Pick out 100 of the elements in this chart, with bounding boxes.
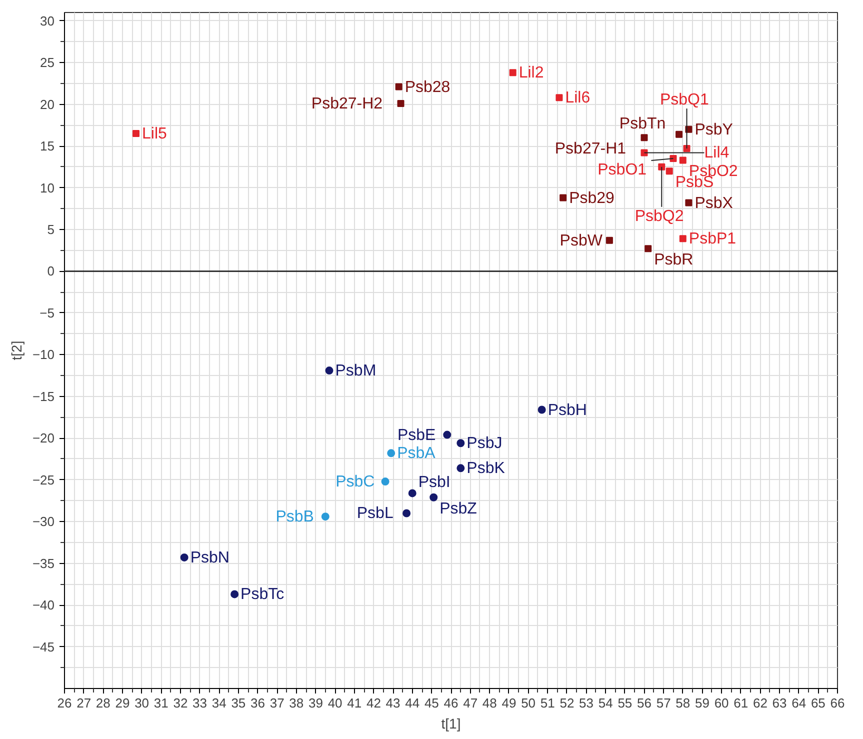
x-tick-label: 65 <box>810 696 826 710</box>
x-tick-label: 63 <box>772 696 787 710</box>
x-tick-label: 27 <box>76 696 92 710</box>
point <box>381 478 390 486</box>
x-tick-label: 59 <box>694 696 710 710</box>
point <box>230 590 239 598</box>
x-tick-label: 46 <box>444 696 458 710</box>
y-tick-label: −10 <box>32 347 55 362</box>
x-tick-label: 61 <box>734 696 748 710</box>
x-tick-label: 30 <box>134 696 150 710</box>
x-tick-label: 57 <box>656 696 671 710</box>
annotation: Psb27-H1 <box>554 140 626 158</box>
annotation: PsbE <box>397 426 436 444</box>
x-tick-label: 34 <box>212 696 226 710</box>
annotation: PsbR <box>654 252 694 269</box>
point <box>685 199 692 206</box>
x-tick-label: 48 <box>482 696 497 710</box>
y-tick-label: −15 <box>32 388 55 404</box>
y-tick-label: 30 <box>40 13 55 28</box>
x-tick-label: 35 <box>231 696 246 710</box>
annotation: PsbL <box>356 505 394 522</box>
annotation: PsbC <box>336 474 375 491</box>
point <box>430 493 438 502</box>
annotation: Lil4 <box>704 144 730 162</box>
y-tick-label: −35 <box>32 556 55 571</box>
y-tick-label: −30 <box>32 514 55 530</box>
annotation: Psb27-H2 <box>311 95 383 112</box>
point <box>402 509 411 518</box>
annotation: PsbZ <box>440 500 478 518</box>
x-tick-label: 55 <box>618 696 632 710</box>
point <box>560 194 567 202</box>
annotation: PsbA <box>397 445 436 462</box>
y-tick-label: −5 <box>40 305 55 320</box>
x-tick-label: 29 <box>115 696 130 710</box>
x-tick-label: 42 <box>366 696 381 710</box>
x-tick-label: 38 <box>289 696 304 710</box>
annotation: PsbY <box>694 121 734 138</box>
x-tick-label: 41 <box>347 696 362 710</box>
point <box>408 489 416 498</box>
point <box>132 130 140 138</box>
point <box>683 145 690 152</box>
point <box>509 69 516 76</box>
point <box>397 100 404 107</box>
annotation: Lil6 <box>565 90 590 107</box>
x-tick-label: 62 <box>752 696 768 710</box>
x-tick-label: 33 <box>192 696 208 710</box>
point <box>395 83 402 90</box>
x-tick-label: 31 <box>154 696 168 710</box>
point <box>658 163 666 170</box>
annotation: PsbX <box>694 194 734 212</box>
x-tick-label: 50 <box>521 696 536 710</box>
x-tick-label: 66 <box>830 696 845 710</box>
annotation: PsbJ <box>466 435 502 452</box>
x-tick-label: 45 <box>424 696 439 710</box>
point <box>387 449 396 458</box>
x-tick-label: 49 <box>502 696 516 710</box>
x-tick-label: 58 <box>676 696 690 710</box>
x-tick-label: 51 <box>540 696 555 710</box>
y-axis-title: t[2] <box>8 340 24 360</box>
x-tick-label: 56 <box>637 696 652 710</box>
x-tick-label: 60 <box>714 696 729 710</box>
x-tick-label: 32 <box>173 696 188 710</box>
annotation: PsbK <box>466 460 506 478</box>
x-tick-label: 52 <box>560 696 574 710</box>
x-tick-label: 26 <box>57 696 72 710</box>
y-tick-label: 20 <box>40 96 55 112</box>
x-axis-title: t[1] <box>441 716 461 732</box>
x-tick-label: 40 <box>328 696 342 710</box>
x-tick-label: 43 <box>386 696 400 710</box>
annotation: PsbM <box>335 362 376 380</box>
y-tick-label: −25 <box>32 472 55 488</box>
point <box>456 439 465 448</box>
x-tick-label: 28 <box>96 696 110 710</box>
x-tick-label: 36 <box>250 696 265 710</box>
annotation: PsbH <box>548 402 587 419</box>
point <box>640 134 648 142</box>
point <box>670 155 677 162</box>
annotation: PsbP1 <box>688 230 736 248</box>
annotation: Lil2 <box>518 64 544 82</box>
point <box>456 464 465 472</box>
annotation: PsbTc <box>240 586 284 604</box>
y-tick-label: −45 <box>32 639 55 654</box>
point <box>606 236 613 244</box>
annotation: Psb29 <box>569 190 615 207</box>
y-tick-label: 5 <box>47 222 55 237</box>
point <box>538 406 546 414</box>
x-tick-label: 54 <box>598 696 613 710</box>
annotation: PsbTn <box>619 115 666 132</box>
y-tick-label: 0 <box>47 264 55 279</box>
y-tick-label: 10 <box>40 180 55 196</box>
x-tick-label: 47 <box>463 696 478 710</box>
annotation: PsbW <box>560 232 604 250</box>
x-tick-label: 37 <box>270 696 284 710</box>
y-tick-label: 15 <box>40 138 55 154</box>
annotation: PsbO1 <box>598 162 647 179</box>
annotation: PsbQ2 <box>634 208 684 225</box>
y-tick-label: −40 <box>32 598 55 613</box>
point <box>666 168 673 175</box>
annotation: PsbQ1 <box>660 92 709 109</box>
x-tick-label: 39 <box>308 696 323 710</box>
